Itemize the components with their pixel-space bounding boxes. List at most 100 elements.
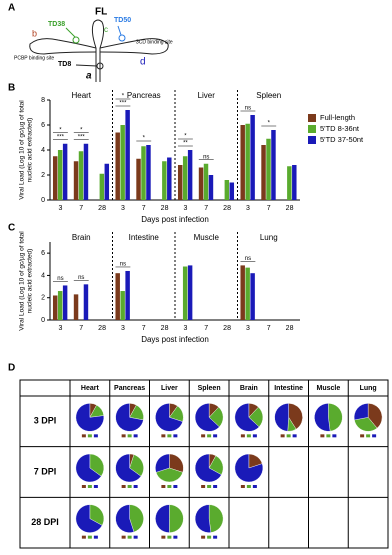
legend-label: 5'TD 8-36nt	[320, 124, 360, 133]
pie-key	[133, 485, 138, 488]
facet-title: Brain	[72, 233, 91, 242]
label: TD8	[58, 61, 71, 68]
bar	[120, 125, 125, 200]
bar	[136, 158, 141, 200]
bar	[62, 285, 68, 320]
pie-key	[326, 434, 331, 438]
label: a	[86, 71, 92, 82]
y-tick-label: 8	[41, 97, 45, 104]
structure-title: FL	[95, 7, 107, 18]
x-tick-label: 28	[161, 205, 169, 212]
panel-label: A	[8, 3, 15, 14]
bar	[229, 182, 235, 200]
y-axis-label: Viral Load (Log 10 of gc/µg of total	[19, 231, 26, 331]
bar	[73, 294, 79, 320]
pie-key	[167, 485, 172, 488]
pie-key	[292, 434, 297, 438]
sig-label: *	[59, 127, 62, 133]
bar	[224, 180, 230, 200]
bar	[78, 151, 84, 200]
sig-label: *	[268, 121, 271, 127]
pie-key	[213, 434, 218, 438]
pie-key	[366, 434, 371, 438]
bar	[250, 273, 255, 320]
x-tick-label: 3	[183, 325, 187, 332]
pie-key	[93, 535, 98, 539]
pie-slice	[328, 403, 343, 432]
x-tick-label: 3	[58, 325, 62, 332]
y-tick-label: 4	[41, 147, 45, 154]
row-header: 28 DPI	[31, 517, 59, 527]
x-tick-label: 3	[246, 325, 250, 332]
bar	[287, 166, 292, 200]
row-header: 7 DPI	[34, 466, 57, 476]
pie-key	[360, 434, 365, 438]
x-tick-label: 7	[204, 325, 208, 332]
pie-key	[173, 535, 178, 539]
pie-slice	[234, 403, 260, 432]
facet-title: Intestine	[129, 233, 160, 242]
pie-key	[246, 434, 251, 438]
pie-key	[121, 485, 126, 488]
bar	[57, 150, 63, 200]
column-header: Pancreas	[114, 385, 145, 392]
pie-key	[133, 535, 138, 539]
pie-key	[93, 434, 98, 438]
label: b	[32, 28, 37, 38]
bar	[52, 156, 58, 200]
pie-slice	[367, 403, 383, 429]
bar	[292, 165, 297, 200]
x-tick-label: 28	[286, 325, 294, 332]
y-axis-label: Viral Load (Log 10 of gc/µg of total	[19, 100, 26, 200]
pie-slice	[169, 504, 184, 533]
left-arm	[29, 38, 97, 55]
bar	[245, 267, 250, 320]
bar	[250, 115, 255, 200]
bar	[208, 175, 214, 200]
bar	[115, 273, 120, 320]
right-arm	[99, 38, 169, 55]
y-tick-label: 6	[41, 250, 45, 257]
x-tick-label: 7	[142, 205, 146, 212]
y-tick-label: 2	[41, 172, 45, 179]
bar	[187, 265, 193, 320]
pie-slice	[115, 504, 135, 533]
pie-key	[87, 434, 92, 438]
legend-label: Full-length	[320, 113, 355, 122]
pie-key	[173, 434, 178, 438]
sig-label: *	[80, 127, 83, 133]
pie-slice	[194, 504, 212, 533]
pie-key	[81, 485, 86, 488]
sig-label: ns	[203, 154, 209, 160]
x-tick-label: 7	[267, 325, 271, 332]
bar	[99, 173, 105, 200]
facet-title: Heart	[71, 91, 91, 100]
pie-key	[121, 535, 126, 539]
pie-key	[252, 485, 257, 488]
pie-slice	[194, 453, 222, 483]
facet-title: Lung	[260, 233, 278, 242]
bar	[73, 161, 79, 200]
sig-label: ns	[245, 256, 251, 262]
pie-key	[240, 434, 245, 438]
pie-key	[207, 434, 212, 438]
pie-key	[173, 485, 178, 488]
x-tick-label: 28	[223, 325, 231, 332]
bar	[146, 145, 151, 200]
label: c	[104, 25, 108, 34]
sig-label: ns	[245, 106, 251, 112]
x-tick-label: 7	[79, 325, 83, 332]
sig-label: ns	[78, 275, 84, 281]
arrow	[117, 25, 122, 36]
pie-key	[201, 485, 206, 488]
sig-label: ***	[119, 101, 127, 107]
column-header: Spleen	[198, 385, 221, 392]
y-tick-label: 0	[41, 317, 45, 324]
row-header: 3 DPI	[34, 416, 57, 426]
y-tick-label: 4	[41, 272, 45, 279]
pie-key	[167, 535, 172, 539]
pie-slice	[89, 504, 105, 526]
column-header: Liver	[161, 385, 178, 392]
x-tick-label: 28	[98, 325, 106, 332]
bar	[182, 156, 188, 200]
